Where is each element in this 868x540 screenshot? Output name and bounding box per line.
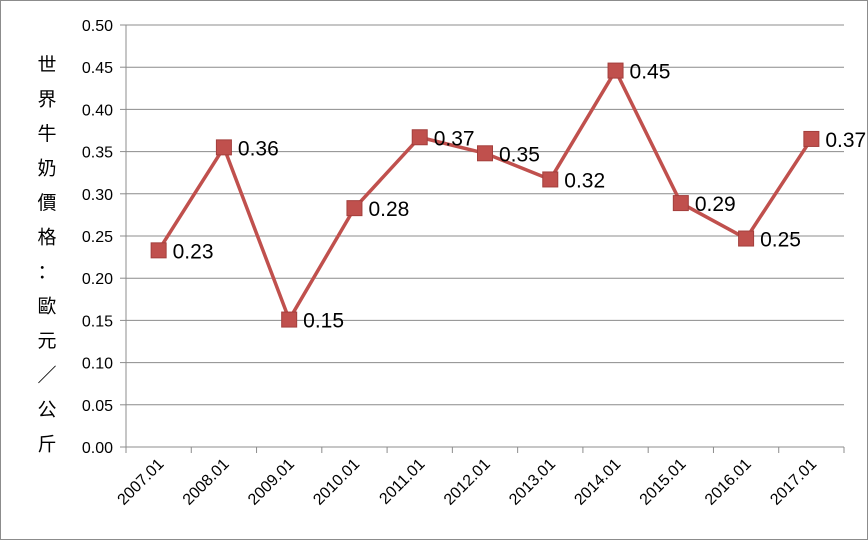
x-tick-label: 2013.01 xyxy=(506,456,559,509)
y-tick-label: 0.20 xyxy=(82,271,113,288)
x-tick-label: 2007.01 xyxy=(115,456,168,509)
data-label: 0.28 xyxy=(368,198,409,221)
data-point-marker xyxy=(477,145,493,162)
y-axis-title-char: ： xyxy=(37,261,56,283)
y-tick-label: 0.30 xyxy=(82,187,113,204)
data-label: 0.45 xyxy=(630,61,671,84)
y-tick-label: 0.25 xyxy=(82,229,113,246)
y-axis-title-char: 界 xyxy=(37,89,56,111)
y-axis-title-char: 價 xyxy=(37,192,56,214)
data-point-marker xyxy=(803,130,820,147)
data-point-marker xyxy=(346,200,363,217)
y-axis-title-char: 斤 xyxy=(37,434,56,456)
data-point-marker xyxy=(281,311,298,328)
data-labels: 0.23 0.36 0.15 0.28 0.37 0.35 0.32 0.45 0.29 0.25… xyxy=(173,61,867,333)
data-label: 0.29 xyxy=(695,193,736,216)
y-axis-title-char: 元 xyxy=(37,330,56,352)
y-tick-label: 0.50 xyxy=(82,18,113,35)
x-tick-label: 2016.01 xyxy=(702,456,755,509)
y-tick-labels: 0.00 0.05 0.10 0.15 0.20 0.25 0.30 0.35 0.40 0.45… xyxy=(82,18,113,457)
y-tick-label: 0.05 xyxy=(82,398,113,415)
data-label: 0.37 xyxy=(825,129,866,152)
gridlines xyxy=(126,24,844,406)
data-point-marker xyxy=(150,242,167,259)
y-axis-title-char: 公 xyxy=(37,399,56,421)
data-point-marker xyxy=(607,62,624,79)
y-tick-label: 0.40 xyxy=(82,102,113,119)
data-point-marker xyxy=(672,195,689,212)
y-tick-label: 0.00 xyxy=(82,440,113,457)
y-axis-title-char: 格 xyxy=(37,227,56,249)
data-point-marker xyxy=(738,230,755,247)
data-label: 0.37 xyxy=(434,127,475,150)
x-tick-label: 2012.01 xyxy=(441,456,494,509)
y-tick-label: 0.45 xyxy=(82,60,113,77)
y-axis-title-char: ／ xyxy=(37,365,56,387)
y-axis-title-char: 牛 xyxy=(37,123,56,145)
y-tick-label: 0.35 xyxy=(82,145,113,162)
data-label: 0.15 xyxy=(303,310,344,333)
x-tick-label: 2011.01 xyxy=(376,456,428,508)
y-axis-title-char: 世 xyxy=(37,54,56,76)
x-tick-label: 2015.01 xyxy=(637,456,690,509)
data-point-marker xyxy=(411,129,428,146)
x-tick-label: 2008.01 xyxy=(180,456,233,509)
series-markers xyxy=(150,62,820,328)
y-axis-title-char: 歐 xyxy=(37,296,56,318)
y-tick-label: 0.15 xyxy=(82,313,113,330)
data-label: 0.35 xyxy=(499,143,540,166)
x-tick-label: 2010.01 xyxy=(310,456,363,509)
x-tick-label: 2009.01 xyxy=(245,456,298,509)
y-tick-label: 0.10 xyxy=(82,356,113,373)
axes xyxy=(120,24,845,453)
y-axis-title-char: 奶 xyxy=(37,158,56,180)
x-tick-label: 2014.01 xyxy=(571,456,624,509)
data-point-marker xyxy=(542,171,559,188)
data-point-marker xyxy=(215,139,232,156)
data-label: 0.32 xyxy=(564,169,605,192)
data-label: 0.25 xyxy=(760,229,801,252)
data-label: 0.23 xyxy=(173,240,214,263)
x-tick-label: 2017.01 xyxy=(767,456,820,509)
x-tick-labels: 2007.01 2008.01 2009.01 2010.01 2011.01 2012.… xyxy=(115,456,821,509)
data-label: 0.36 xyxy=(238,137,279,160)
